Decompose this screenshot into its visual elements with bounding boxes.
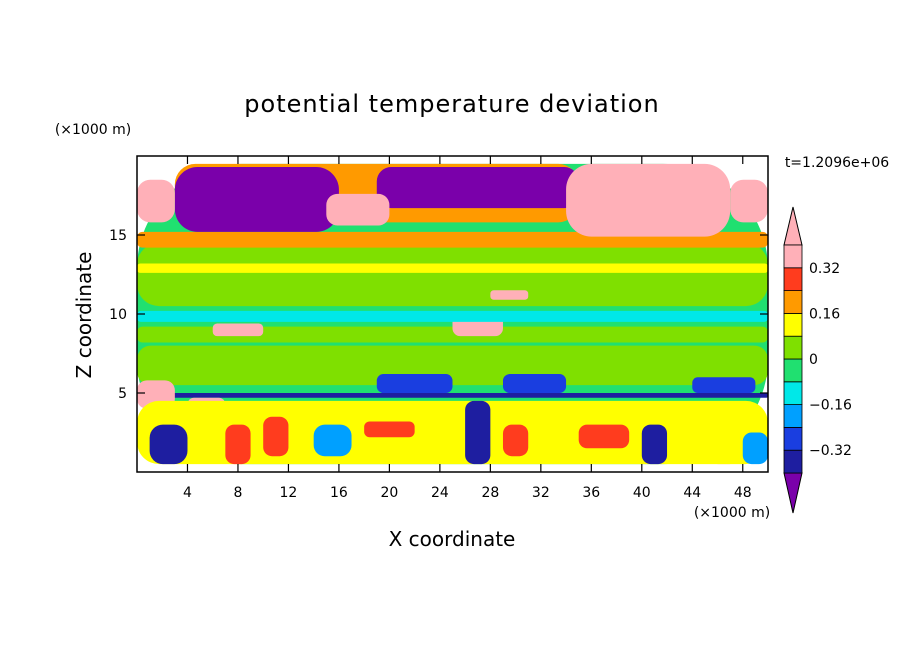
contour-region <box>730 179 768 223</box>
contour-region <box>225 424 251 465</box>
x-tick-label: 12 <box>280 485 298 501</box>
x-tick-label: 32 <box>532 485 550 501</box>
contour-region <box>502 424 529 457</box>
x-tick-label: 24 <box>431 485 449 501</box>
y-tick-label: 10 <box>109 307 127 323</box>
contour-region <box>326 193 390 226</box>
contour-region <box>364 421 415 438</box>
contour-region <box>566 163 731 237</box>
colorbar-band <box>783 290 803 314</box>
contour-region <box>502 374 567 393</box>
x-tick-label: 44 <box>683 485 701 501</box>
colorbar-band <box>783 426 803 451</box>
contour-region <box>174 167 339 232</box>
contour-region <box>212 323 264 337</box>
y-axis-label: Z coordinate <box>72 252 96 379</box>
colorbar-band <box>783 404 803 428</box>
colorbar-band <box>783 312 803 337</box>
colorbar-label: 0.16 <box>809 306 840 322</box>
x-tick-label: 40 <box>633 485 651 501</box>
x-axis-units: (×1000 m) <box>694 505 770 521</box>
contour-field <box>137 163 768 465</box>
x-tick-label: 16 <box>330 485 348 501</box>
contour-region <box>137 242 768 307</box>
colorbar-label: −0.32 <box>809 443 852 459</box>
contour-region <box>137 179 175 223</box>
colorbar: 0.32 0.16 0 −0.16 −0.32 <box>783 206 852 514</box>
colorbar-band <box>783 244 803 269</box>
contour-region <box>742 432 768 465</box>
x-tick-label: 28 <box>481 485 499 501</box>
colorbar-band <box>783 267 803 291</box>
contour-region <box>578 424 630 449</box>
contour-region <box>137 326 768 343</box>
chart-title: potential temperature deviation <box>244 90 659 118</box>
x-axis: 4 8 12 16 20 24 28 32 36 40 44 48 <box>183 156 752 501</box>
contour-region <box>490 290 529 300</box>
x-tick-label: 20 <box>380 485 398 501</box>
contour-region <box>313 424 352 457</box>
colorbar-band <box>783 358 803 383</box>
x-axis-label: X coordinate <box>389 527 516 551</box>
colorbar-label: −0.16 <box>809 398 852 414</box>
contour-region <box>376 167 579 209</box>
x-tick-label: 36 <box>582 485 600 501</box>
x-tick-label: 8 <box>233 485 242 501</box>
colorbar-band <box>783 381 803 405</box>
x-tick-label: 48 <box>734 485 752 501</box>
contour-region <box>137 393 768 398</box>
contour-region <box>641 424 668 465</box>
colorbar-band <box>783 449 803 474</box>
contour-region <box>465 400 491 465</box>
contour-region <box>149 424 188 465</box>
y-axis: 5 10 15 <box>109 228 768 402</box>
x-tick-label: 4 <box>183 485 192 501</box>
y-tick-label: 15 <box>109 228 127 244</box>
colorbar-band <box>783 335 803 360</box>
y-tick-label: 5 <box>118 386 127 402</box>
contour-region <box>376 374 453 393</box>
contour-region <box>137 345 768 386</box>
contour-region <box>137 310 768 322</box>
contour-region <box>137 263 768 273</box>
colorbar-label: 0 <box>809 352 818 368</box>
contour-region <box>692 377 756 393</box>
colorbar-label: 0.32 <box>809 261 840 277</box>
contour-region <box>263 416 289 457</box>
time-label: t=1.2096e+06 <box>785 155 889 171</box>
y-axis-units: (×1000 m) <box>55 122 131 138</box>
